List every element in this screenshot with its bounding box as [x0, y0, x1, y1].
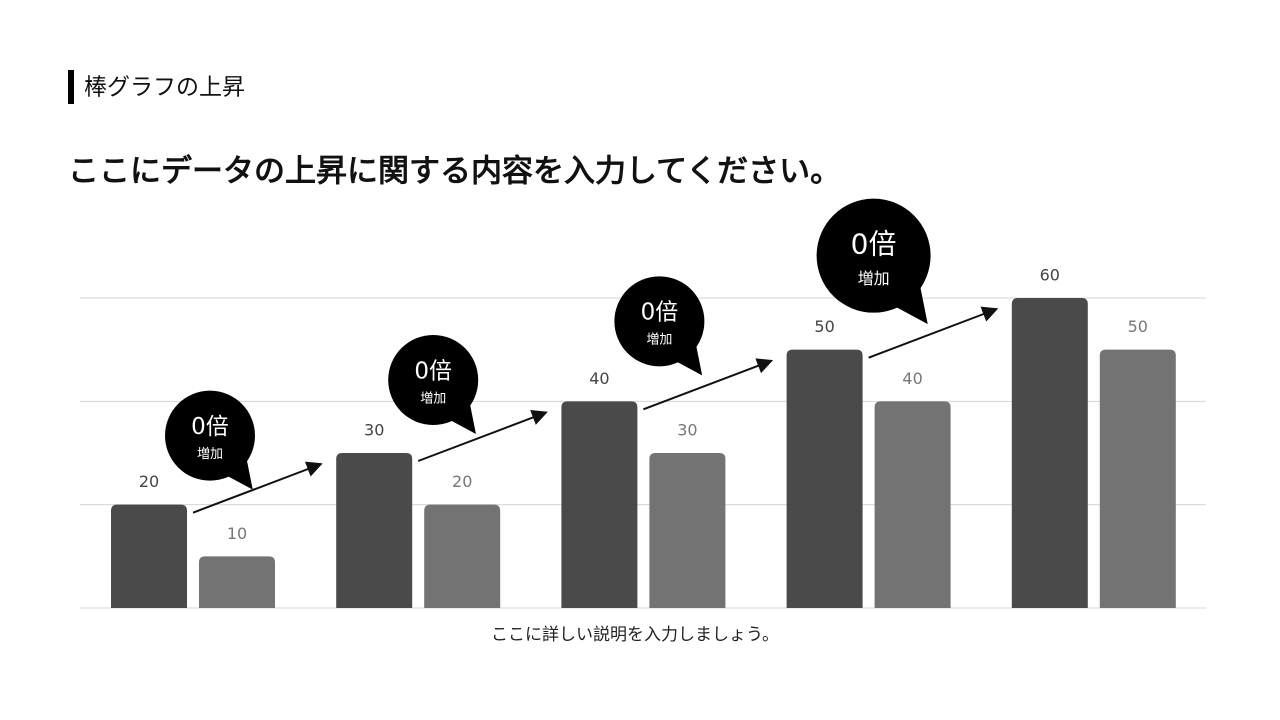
trend-arrow: [192, 461, 323, 514]
chart-title: ここにデータの上昇に関する内容を入力してください。: [68, 154, 841, 190]
bar: [1011, 298, 1088, 608]
bubble: [165, 390, 255, 481]
bubble-tail: [446, 400, 476, 434]
bar: [199, 556, 275, 608]
bubble-value: 0倍: [191, 414, 229, 440]
bar: [111, 504, 187, 608]
bubble-tail: [223, 455, 253, 490]
data-label: 20: [452, 472, 472, 491]
bar: [424, 504, 501, 608]
section-title: 棒グラフの上昇: [84, 75, 245, 101]
bubble-value: 0倍: [641, 300, 679, 326]
bubble-value: 0倍: [414, 358, 452, 384]
caption: ここに詳しい説明を入力しましょう。: [491, 625, 779, 645]
bar: [561, 401, 638, 608]
data-label: 30: [364, 421, 384, 440]
data-label: 60: [1040, 266, 1060, 285]
bubble-note: 増加: [420, 391, 446, 406]
data-label: 50: [814, 317, 834, 336]
bubble-note: 増加: [646, 333, 672, 348]
bubble-tail: [890, 281, 928, 325]
bubble-tail: [672, 341, 703, 376]
data-label: 50: [1128, 317, 1148, 336]
data-label: 10: [227, 524, 247, 543]
data-label: 30: [677, 421, 697, 440]
bar: [874, 401, 951, 608]
bubble-note: 増加: [858, 269, 890, 288]
data-label: 20: [139, 472, 159, 491]
trend-arrow: [643, 358, 774, 411]
bar: [1099, 349, 1176, 608]
data-label: 40: [589, 369, 609, 388]
bar: [336, 453, 413, 608]
bar: [649, 453, 726, 608]
bubble-note: 増加: [197, 447, 223, 462]
bubble: [388, 335, 479, 425]
header-marker: [68, 70, 74, 104]
trend-arrow: [417, 409, 548, 462]
bubble-value: 0倍: [851, 227, 897, 260]
trend-arrow: [868, 306, 999, 359]
bubble: [816, 198, 931, 313]
data-label: 40: [902, 369, 922, 388]
bubble: [614, 276, 705, 367]
bar: [786, 349, 863, 608]
